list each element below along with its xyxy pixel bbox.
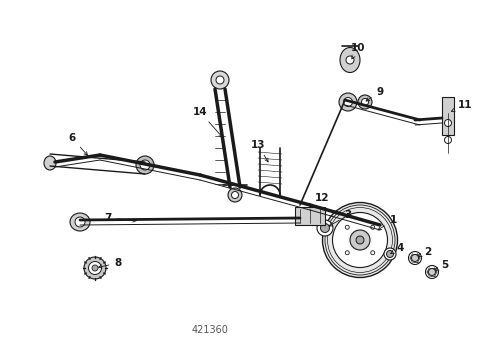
Ellipse shape [339, 93, 357, 111]
Ellipse shape [92, 265, 98, 271]
Ellipse shape [371, 225, 375, 229]
Ellipse shape [340, 48, 360, 72]
Ellipse shape [444, 136, 451, 144]
Ellipse shape [322, 202, 397, 278]
Text: 1: 1 [378, 215, 396, 230]
Text: 5: 5 [435, 260, 449, 270]
Ellipse shape [409, 252, 421, 265]
Text: 3: 3 [329, 210, 352, 226]
Ellipse shape [384, 248, 396, 260]
Text: 7: 7 [104, 213, 136, 223]
Ellipse shape [346, 56, 354, 64]
Ellipse shape [89, 261, 101, 275]
Text: 421360: 421360 [192, 325, 228, 335]
Text: 6: 6 [69, 133, 88, 155]
Ellipse shape [317, 220, 333, 236]
Ellipse shape [75, 217, 85, 227]
Text: 13: 13 [251, 140, 268, 162]
Bar [295, 207, 325, 225]
Ellipse shape [444, 120, 451, 126]
Ellipse shape [228, 188, 242, 202]
Ellipse shape [362, 99, 368, 105]
Text: 2: 2 [418, 247, 432, 257]
Ellipse shape [350, 230, 370, 250]
Text: 8: 8 [98, 258, 122, 268]
Ellipse shape [356, 236, 364, 244]
Bar [442, 97, 454, 135]
Ellipse shape [387, 251, 393, 257]
Ellipse shape [216, 76, 224, 84]
Ellipse shape [428, 269, 436, 275]
Ellipse shape [358, 95, 372, 109]
Text: 4: 4 [391, 243, 404, 253]
Ellipse shape [84, 257, 106, 279]
Ellipse shape [320, 224, 329, 233]
Text: 9: 9 [366, 87, 384, 101]
Ellipse shape [412, 255, 418, 261]
Ellipse shape [333, 212, 388, 267]
Text: 14: 14 [193, 107, 222, 137]
Ellipse shape [231, 192, 239, 198]
Ellipse shape [371, 251, 375, 255]
Ellipse shape [425, 266, 439, 279]
Ellipse shape [345, 251, 349, 255]
Text: 11: 11 [451, 100, 472, 112]
Ellipse shape [140, 160, 150, 170]
Ellipse shape [211, 71, 229, 89]
Text: 10: 10 [351, 43, 365, 59]
Text: 12: 12 [311, 193, 329, 208]
Ellipse shape [70, 213, 90, 231]
Ellipse shape [345, 225, 349, 229]
Ellipse shape [343, 98, 352, 107]
Ellipse shape [44, 156, 56, 170]
Ellipse shape [136, 156, 154, 174]
